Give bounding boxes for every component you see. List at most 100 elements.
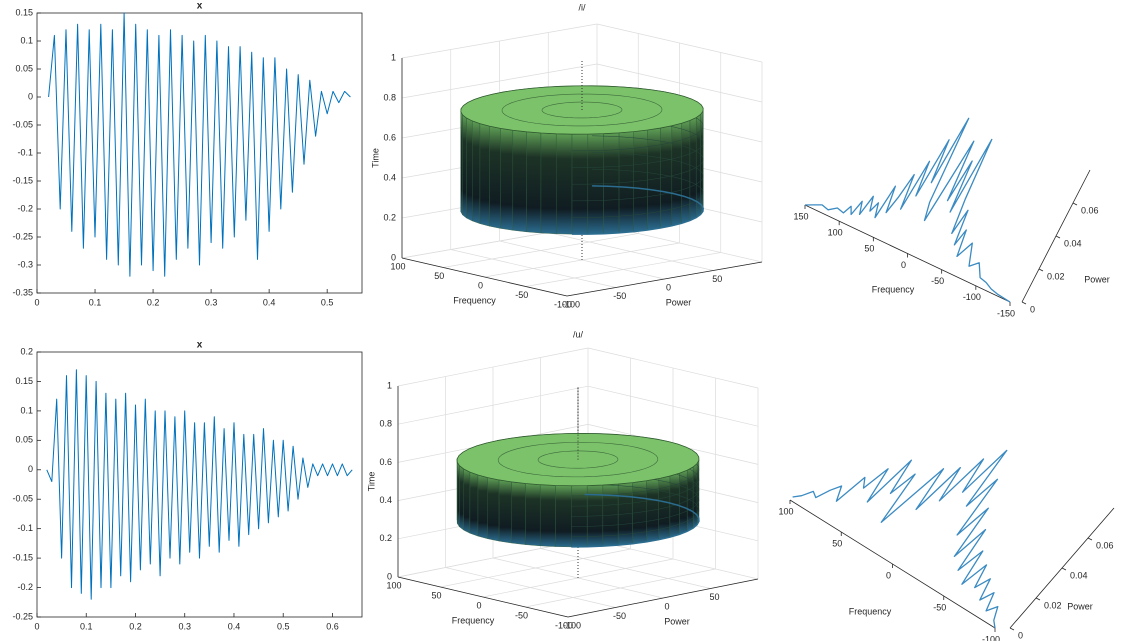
x-tick-label: 0 [34,297,39,307]
y-tick-label: -0.05 [12,119,33,129]
x-tick-label: 0.3 [178,621,191,631]
y-tick-label: 0.04 [1064,238,1082,248]
x-tick-label: 100 [390,261,405,271]
spectrum-line [804,117,1011,303]
y-tick-label: 0 [666,282,671,292]
grid-line [540,548,711,589]
plot-frame [36,351,363,618]
cylinder-bottom-edge [571,493,700,548]
y-tick-label: 0.1 [20,35,33,45]
chart-title: /i/ [578,2,586,12]
x-tick-label: 150 [793,211,808,221]
waveform [48,12,351,277]
z-tick-label: 0.6 [383,132,396,142]
cylinder-side [525,483,541,547]
y-tick-label: -0.25 [12,231,33,241]
y-tick [1072,202,1078,206]
x-axis-label: Frequency [872,284,915,294]
cylinder-side [457,461,460,528]
y-tick-label: 0 [664,601,669,611]
x-tick-label: 100 [386,580,401,590]
cylinder-side [469,471,479,537]
z-tick-label: 0 [387,571,392,581]
x-tick-label: 0.3 [205,297,218,307]
cylinder-side [462,114,467,219]
chart-title: /u/ [573,329,584,339]
x-tick-label: 0.4 [228,621,241,631]
axis-line [401,257,568,297]
x-axis-label: Frequency [453,295,496,305]
cylinder-top [456,432,700,487]
y-tick-label: -0.1 [17,147,33,157]
cylinder-side [466,117,473,222]
x-tick-label: 50 [864,244,874,254]
axis-line [567,578,759,618]
z-tick-label: 0.2 [379,533,392,543]
axis-line [397,576,569,618]
y-tick-label: -50 [613,291,626,301]
cylinder-side [472,120,481,224]
y-tick-label: -0.1 [17,523,33,533]
y-tick-label: -50 [613,611,626,621]
z-axis-label: Time [370,148,380,168]
y-tick-label: 0.06 [1081,205,1099,215]
z-tick-label: 0.4 [379,495,392,505]
grid-line [587,347,759,389]
cylinder-side [556,133,573,235]
cylinder-side [500,128,514,231]
x-tick-label: -100 [963,292,981,302]
cylinder-side [526,131,542,234]
x-tick-label: -50 [933,602,946,612]
x-tick-label: 0.6 [326,621,339,631]
y-tick-label: -100 [562,299,580,309]
y-tick-label: 0.06 [1096,540,1114,550]
grid-line [401,63,598,99]
top-ring [497,441,659,478]
y-tick [1035,597,1041,601]
y-tick [1009,627,1015,631]
cylinder-side [459,465,464,531]
y-tick-label: -0.35 [12,287,33,297]
cylinder-side [498,479,512,544]
z-tick-label: 0.2 [383,212,396,222]
x-tick-label: 0.2 [147,297,160,307]
y-tick-label: -0.25 [12,611,33,621]
y-tick-label: 0 [28,91,33,101]
chart-title: x [197,1,203,12]
y-tick-label: 0.02 [1047,271,1065,281]
x-tick-label: 0 [34,621,39,631]
mesh-ring [571,135,704,185]
y-axis-label: Power [1067,601,1093,611]
y-tick-label: -0.15 [12,552,33,562]
x-tick-label: 0 [478,280,483,290]
x-axis-label: Frequency [849,606,892,616]
cylinder-bottom-edge [571,185,704,235]
y-tick [1021,301,1027,305]
y-tick-label: 0 [1030,304,1035,314]
y-tick-label: 50 [709,592,719,602]
grid-line [596,63,763,103]
cylinder-side [540,132,557,235]
chart-title: x [197,340,203,351]
y-tick [1087,537,1093,541]
x-tick-label: 50 [431,590,441,600]
x-tick-label: -50 [931,276,944,286]
z-tick-label: 0 [391,252,396,262]
x-tick-label: -100 [554,299,572,309]
z-tick-label: 1 [387,380,392,390]
cylinder-side [512,130,527,233]
y-axis-label: Power [1084,274,1110,284]
x-tick-label: -50 [515,610,528,620]
top-ring [537,450,619,469]
axis-line [566,261,763,297]
z-tick-label: 1 [391,52,396,62]
x-tick-label: 0.1 [80,621,93,631]
grid-line [397,385,589,425]
y-tick-label: 0 [1018,630,1023,640]
y-tick [1061,567,1067,571]
y-tick-label: 0.15 [15,7,33,17]
z-tick-label: 0.4 [383,172,396,182]
y-tick-label: 0.05 [15,435,33,445]
mesh-ring [571,152,704,202]
